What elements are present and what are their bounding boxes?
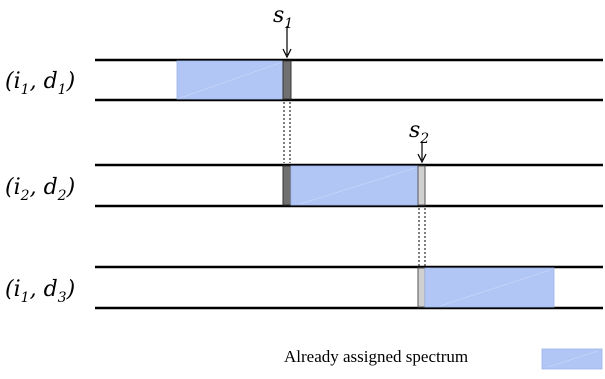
row-2: (i2, d2): [5, 163, 603, 208]
row-3-slot-s2: [417, 267, 426, 308]
connector-s1: [283, 102, 291, 163]
connector-s2: [418, 208, 426, 266]
marker-s2-label: s2: [409, 118, 429, 147]
row-1-block-hatch: [179, 62, 281, 99]
row-2-assigned-block: [290, 165, 419, 206]
row-3-block-hatch: [439, 269, 551, 307]
legend: Already assigned spectrum: [284, 347, 603, 370]
row-2-label: (i2, d2): [5, 175, 75, 204]
legend-label: Already assigned spectrum: [284, 347, 468, 366]
row-2-block-hatch: [299, 167, 416, 205]
row-2-slot-s1: [282, 165, 292, 206]
marker-s1-label: s1: [273, 3, 293, 32]
row-3: (i1, d3): [5, 265, 603, 310]
row-1: (i1, d1): [5, 58, 603, 102]
row-3-label: (i1, d3): [5, 277, 75, 306]
row-1-label: (i1, d1): [5, 69, 75, 98]
legend-swatch-hatch: [547, 350, 599, 368]
row-3-assigned-block: [424, 267, 555, 308]
arrow-head-icon: [282, 48, 292, 59]
row-1-slot-s1: [282, 60, 292, 100]
marker-s1: s1: [273, 3, 293, 59]
marker-s2: s2: [409, 118, 429, 164]
row-2-slot-s2: [417, 165, 426, 206]
row-1-assigned-block: [176, 60, 284, 100]
arrow-head-icon: [417, 153, 427, 164]
